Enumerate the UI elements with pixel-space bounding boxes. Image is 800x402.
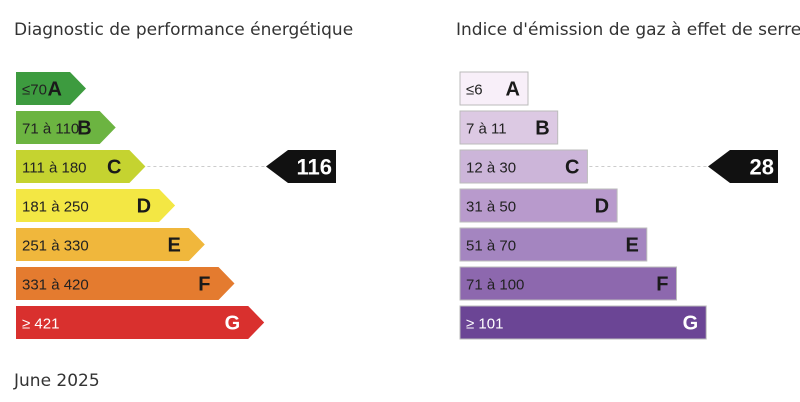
class-bar	[16, 306, 265, 339]
class-letter: G	[225, 313, 241, 335]
class-bar	[16, 267, 235, 300]
energy-title: Diagnostic de performance énergétique	[14, 20, 353, 40]
class-range: 331 à 420	[22, 277, 89, 294]
class-letter: B	[77, 118, 91, 140]
class-range: 51 à 70	[466, 238, 516, 255]
class-bar	[16, 150, 146, 183]
class-range: 251 à 330	[22, 238, 89, 255]
class-letter: G	[683, 313, 699, 335]
class-letter: D	[137, 196, 151, 218]
class-letter: F	[656, 274, 668, 296]
class-letter: B	[535, 118, 549, 140]
gas-title: Indice d'émission de gaz à effet de serr…	[456, 20, 800, 40]
class-letter: A	[506, 79, 520, 101]
class-range: 31 à 50	[466, 199, 516, 216]
class-letter: D	[595, 196, 609, 218]
class-range: 71 à 100	[466, 277, 524, 294]
value-marker	[266, 150, 336, 183]
class-bar	[459, 110, 559, 145]
class-bar	[459, 149, 588, 184]
class-letter: E	[625, 235, 638, 257]
value-label: 28	[750, 155, 774, 180]
class-bar	[16, 228, 205, 261]
class-range: 71 à 110	[22, 121, 79, 138]
class-bar	[16, 189, 176, 222]
class-bar	[459, 227, 648, 262]
class-range: ≤6	[466, 82, 483, 99]
class-bar	[459, 305, 707, 340]
class-range: 7 à 11	[466, 121, 507, 138]
class-bar	[16, 72, 86, 105]
class-bar	[459, 188, 618, 223]
class-letter: F	[198, 274, 210, 296]
class-bar	[459, 71, 529, 106]
class-range: 181 à 250	[22, 199, 89, 216]
class-bar	[16, 111, 116, 144]
class-range: 111 à 180	[22, 160, 87, 177]
class-range: 12 à 30	[466, 160, 516, 177]
class-letter: C	[107, 157, 121, 179]
class-bar	[459, 266, 677, 301]
class-range: ≥ 101	[466, 316, 503, 333]
class-letter: E	[167, 235, 180, 257]
value-label: 116	[297, 155, 333, 180]
class-range: ≤70	[22, 82, 47, 99]
class-letter: C	[565, 157, 579, 179]
class-letter: A	[48, 79, 62, 101]
value-marker	[708, 150, 778, 183]
class-range: ≥ 421	[22, 316, 59, 333]
date: June 2025	[13, 371, 100, 391]
